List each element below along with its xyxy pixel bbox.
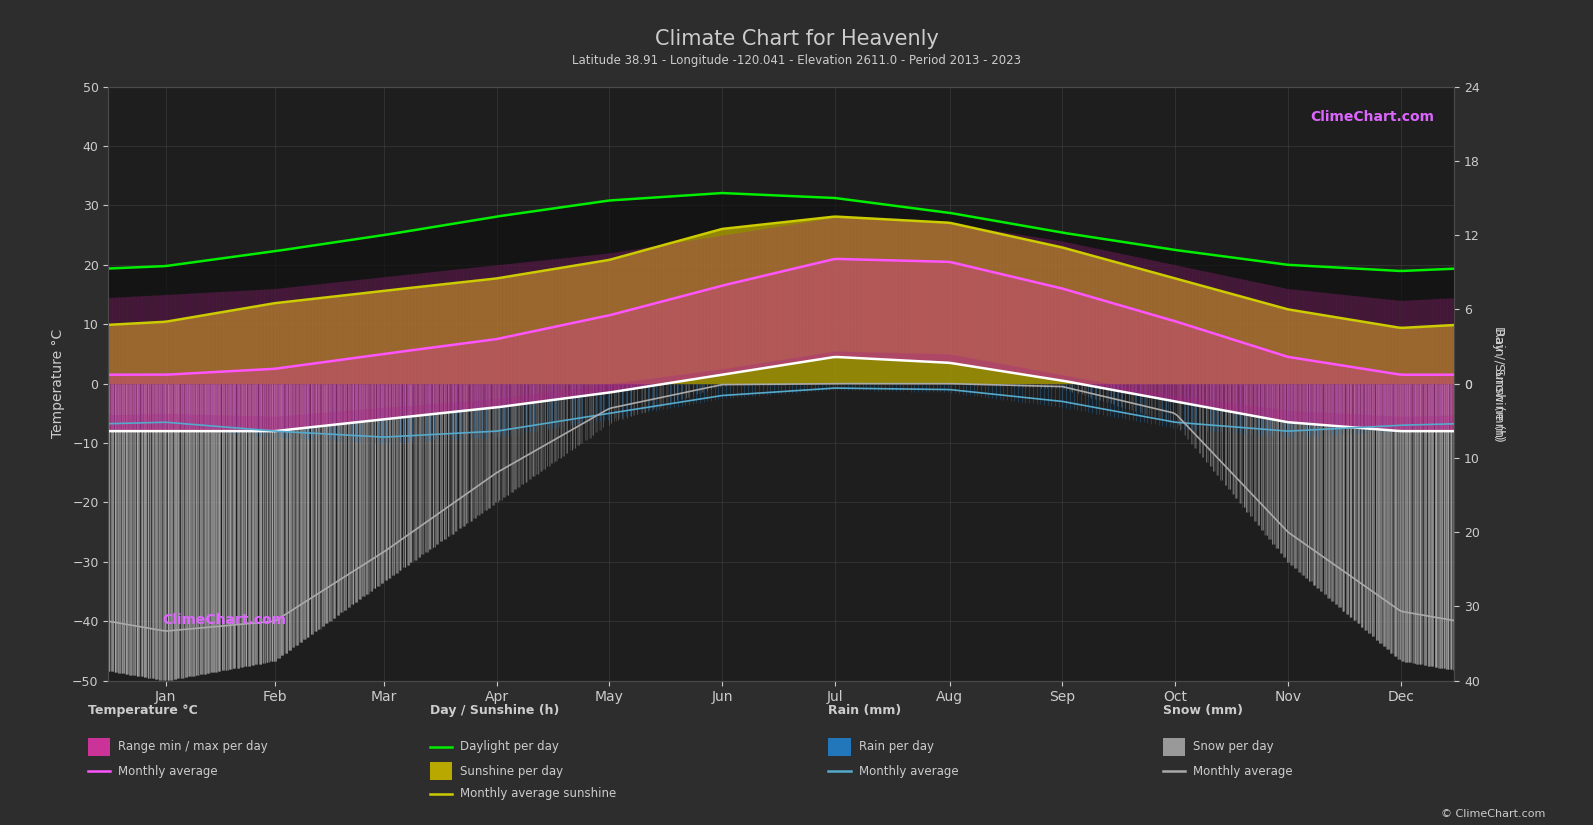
Text: Climate Chart for Heavenly: Climate Chart for Heavenly <box>655 29 938 49</box>
Text: Monthly average: Monthly average <box>859 765 959 778</box>
Text: Monthly average: Monthly average <box>1193 765 1294 778</box>
Text: Range min / max per day: Range min / max per day <box>118 740 268 753</box>
Text: Monthly average sunshine: Monthly average sunshine <box>460 787 616 800</box>
Text: Rain (mm): Rain (mm) <box>828 704 902 717</box>
Text: Snow per day: Snow per day <box>1193 740 1274 753</box>
Text: Latitude 38.91 - Longitude -120.041 - Elevation 2611.0 - Period 2013 - 2023: Latitude 38.91 - Longitude -120.041 - El… <box>572 54 1021 67</box>
Text: Rain per day: Rain per day <box>859 740 933 753</box>
Text: ClimeChart.com: ClimeChart.com <box>1309 111 1434 125</box>
Text: Day / Sunshine (h): Day / Sunshine (h) <box>430 704 559 717</box>
Text: Sunshine per day: Sunshine per day <box>460 765 564 778</box>
Y-axis label: Temperature °C: Temperature °C <box>51 329 65 438</box>
Text: ClimeChart.com: ClimeChart.com <box>162 613 287 627</box>
Text: Temperature °C: Temperature °C <box>88 704 198 717</box>
Text: Snow (mm): Snow (mm) <box>1163 704 1243 717</box>
Y-axis label: Rain / Snow (mm): Rain / Snow (mm) <box>1493 328 1505 440</box>
Text: Monthly average: Monthly average <box>118 765 218 778</box>
Y-axis label: Day / Sunshine (h): Day / Sunshine (h) <box>1493 326 1505 441</box>
Text: Daylight per day: Daylight per day <box>460 740 559 753</box>
Text: © ClimeChart.com: © ClimeChart.com <box>1440 808 1545 818</box>
